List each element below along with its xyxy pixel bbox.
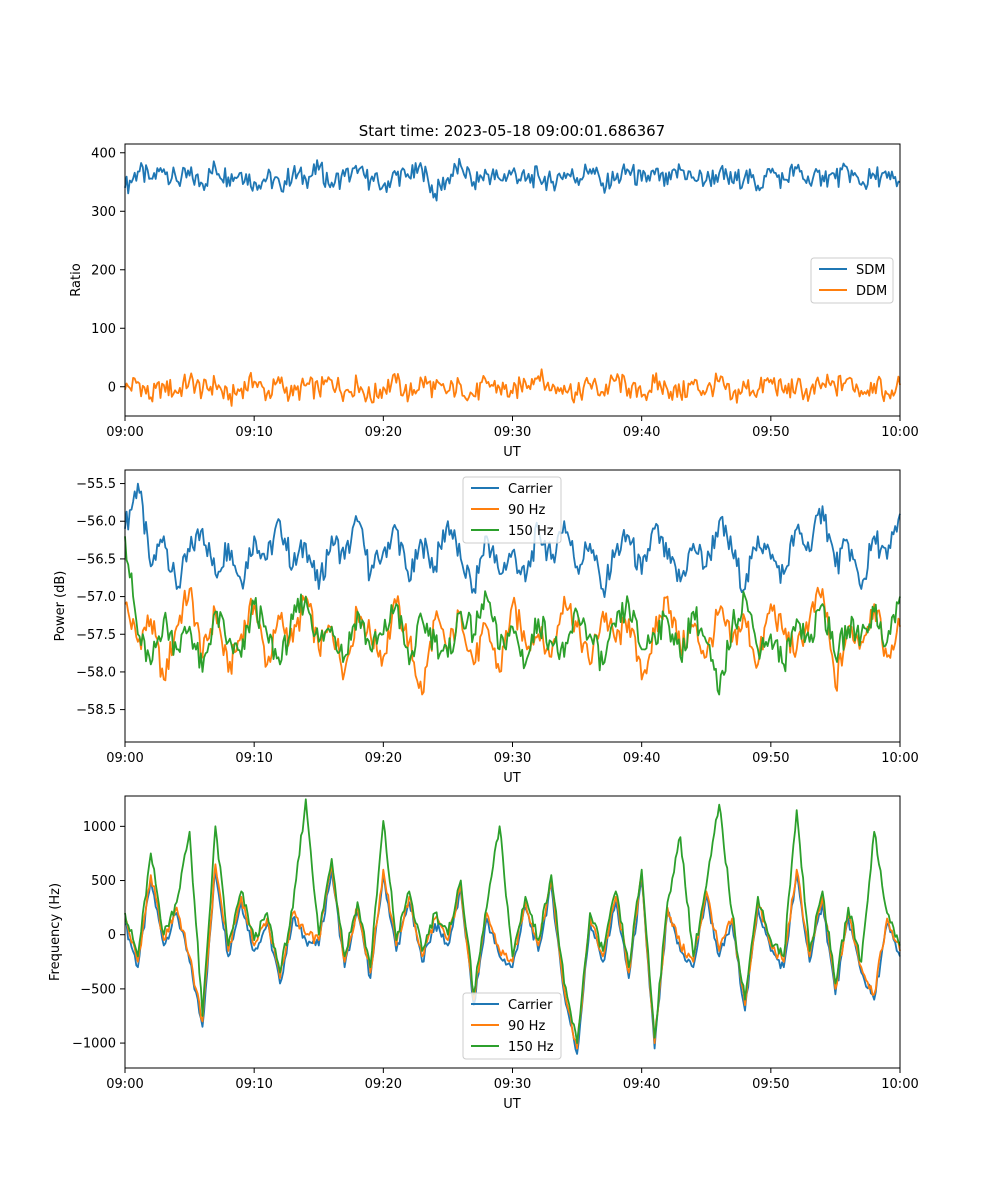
ratio-y-tick-label: 0 [108, 380, 116, 395]
power-x-tick-label: 09:30 [494, 751, 531, 766]
frequency-y-tick-label: 1000 [83, 820, 116, 835]
power-y-tick-label: −58.0 [76, 665, 116, 680]
power-y-tick-label: −56.5 [76, 552, 116, 567]
ratio-x-ticks: 09:00 09:10 09:20 09:30 09:40 09:50 10:00 [106, 416, 919, 440]
power-x-tick-label: 09:10 [235, 751, 272, 766]
frequency-legend-label-carrier: Carrier [508, 998, 553, 1013]
frequency-x-tick-label: 09:20 [365, 1077, 402, 1092]
frequency-x-ticks: 09:00 09:10 09:20 09:30 09:40 09:50 10:00 [106, 1068, 919, 1092]
frequency-x-tick-label: 10:00 [881, 1077, 918, 1092]
frequency-y-tick-label: 0 [108, 928, 116, 943]
figure-title: Start time: 2023-05-18 09:00:01.686367 [359, 122, 665, 140]
power-x-tick-label: 09:20 [365, 751, 402, 766]
ratio-x-tick-label: 09:30 [494, 425, 531, 440]
ratio-panel: 09:00 09:10 09:20 09:30 09:40 09:50 10:00 0 100… [69, 143, 919, 460]
ratio-y-tick-label: 400 [91, 146, 116, 161]
frequency-legend: Carrier 90 Hz 150 Hz [462, 992, 562, 1060]
frequency-series-150-hz-line [124, 798, 901, 1044]
power-series-carrier-line [124, 482, 901, 598]
frequency-y-ticks: 1000 500 0 −500 −1000 [72, 820, 125, 1052]
frequency-series-group [124, 798, 901, 1055]
power-x-tick-label: 10:00 [881, 751, 918, 766]
power-panel: 09:00 09:10 09:20 09:30 09:40 09:50 10:00 −55.… [53, 469, 919, 786]
power-legend-label-carrier: Carrier [508, 482, 553, 497]
ratio-y-tick-label: 300 [91, 205, 116, 220]
power-series-150-hz-line [124, 536, 901, 696]
ratio-y-axis-label: Ratio [69, 263, 84, 296]
frequency-legend-label-150-hz: 150 Hz [508, 1040, 554, 1055]
power-x-axis-label: UT [503, 771, 521, 786]
ratio-y-ticks: 0 100 200 300 400 [91, 146, 125, 395]
frequency-panel: 09:00 09:10 09:20 09:30 09:40 09:50 10:00 1000… [48, 795, 919, 1112]
power-series-group [124, 482, 901, 696]
power-legend: Carrier 90 Hz 150 Hz [462, 476, 562, 544]
ratio-legend: SDM DDM [810, 257, 894, 304]
power-legend-box [462, 476, 562, 544]
ratio-x-axis-label: UT [503, 445, 521, 460]
frequency-legend-label-90-hz: 90 Hz [508, 1019, 545, 1034]
ratio-x-tick-label: 09:00 [106, 425, 143, 440]
ratio-series-ddm-line [124, 368, 901, 407]
power-x-tick-label: 09:50 [752, 751, 789, 766]
frequency-x-tick-label: 09:00 [106, 1077, 143, 1092]
power-x-tick-label: 09:40 [623, 751, 660, 766]
frequency-x-tick-label: 09:50 [752, 1077, 789, 1092]
ratio-legend-label-ddm: DDM [856, 284, 887, 299]
frequency-y-axis-label: Frequency (Hz) [48, 883, 63, 981]
power-y-ticks: −55.5 −56.0 −56.5 −57.0 −57.5 −58.0 −58.5 [76, 477, 125, 718]
frequency-x-tick-label: 09:40 [623, 1077, 660, 1092]
frequency-x-tick-label: 09:10 [235, 1077, 272, 1092]
frequency-y-tick-label: −1000 [72, 1037, 116, 1052]
ratio-y-tick-label: 100 [91, 322, 116, 337]
frequency-series-90-hz-line [124, 863, 901, 1050]
ratio-legend-label-sdm: SDM [856, 263, 885, 278]
frequency-y-tick-label: −500 [80, 982, 116, 997]
power-y-axis-label: Power (dB) [53, 571, 68, 642]
ratio-x-tick-label: 09:50 [752, 425, 789, 440]
ratio-x-tick-label: 10:00 [881, 425, 918, 440]
power-y-tick-label: −56.0 [76, 515, 116, 530]
ratio-series-group [124, 157, 901, 407]
ratio-x-tick-label: 09:40 [623, 425, 660, 440]
power-y-tick-label: −57.5 [76, 628, 116, 643]
frequency-legend-box [462, 992, 562, 1060]
ratio-x-tick-label: 09:10 [235, 425, 272, 440]
power-legend-label-150-hz: 150 Hz [508, 524, 554, 539]
frequency-x-tick-label: 09:30 [494, 1077, 531, 1092]
ratio-series-sdm-line [124, 157, 901, 202]
power-y-tick-label: −58.5 [76, 703, 116, 718]
power-y-tick-label: −55.5 [76, 477, 116, 492]
power-legend-label-90-hz: 90 Hz [508, 503, 545, 518]
power-x-tick-label: 09:00 [106, 751, 143, 766]
frequency-series-carrier-line [124, 868, 901, 1055]
frequency-y-tick-label: 500 [91, 874, 116, 889]
ratio-x-tick-label: 09:20 [365, 425, 402, 440]
ratio-y-tick-label: 200 [91, 263, 116, 278]
power-y-tick-label: −57.0 [76, 590, 116, 605]
frequency-x-axis-label: UT [503, 1097, 521, 1112]
power-x-ticks: 09:00 09:10 09:20 09:30 09:40 09:50 10:00 [106, 742, 919, 766]
